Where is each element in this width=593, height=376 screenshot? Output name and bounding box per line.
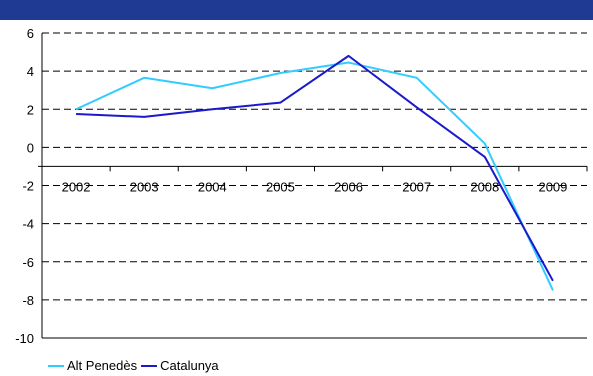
y-tick-label: 0: [27, 140, 34, 155]
legend-item-alt-penedes: Alt Penedès: [48, 358, 137, 373]
x-tick-label: 2003: [130, 179, 159, 194]
x-tick-label: 2008: [470, 179, 499, 194]
y-tick-label: 2: [27, 102, 34, 117]
y-tick-label: 6: [27, 26, 34, 41]
x-tick-label: 2007: [402, 179, 431, 194]
x-tick-label: 2002: [62, 179, 91, 194]
x-tick-label: 2005: [266, 179, 295, 194]
series-lines: [75, 54, 554, 291]
legend-swatch-catalunya: [141, 364, 158, 367]
x-tick-label: 2009: [538, 179, 567, 194]
legend-swatch-alt-penedes: [48, 364, 64, 367]
x-tick-labels: 2002 2003 2004 2005 2006 2007 2008 2009: [62, 179, 568, 194]
x-tick-label: 2006: [334, 179, 363, 194]
legend-item-catalunya: Catalunya: [141, 358, 219, 373]
gridlines: [42, 32, 587, 301]
y-tick-labels: 6 4 2 0 -2 -4 -6 -8 -10: [15, 26, 34, 346]
y-tick-label: -6: [22, 255, 34, 270]
series-line-alt-penedes: [75, 61, 554, 291]
top-band: [0, 0, 593, 20]
series-line-catalunya: [76, 54, 554, 282]
y-tick-label: -8: [22, 293, 34, 308]
legend-label-alt-penedes: Alt Penedès: [67, 358, 138, 373]
legend: Alt Penedès Catalunya: [48, 358, 223, 373]
y-tick-label: -10: [15, 331, 34, 346]
y-tick-label: 4: [27, 64, 34, 79]
x-tick-label: 2004: [198, 179, 227, 194]
y-tick-label: -2: [22, 179, 34, 194]
y-tick-label: -4: [22, 217, 34, 232]
legend-label-catalunya: Catalunya: [160, 358, 219, 373]
